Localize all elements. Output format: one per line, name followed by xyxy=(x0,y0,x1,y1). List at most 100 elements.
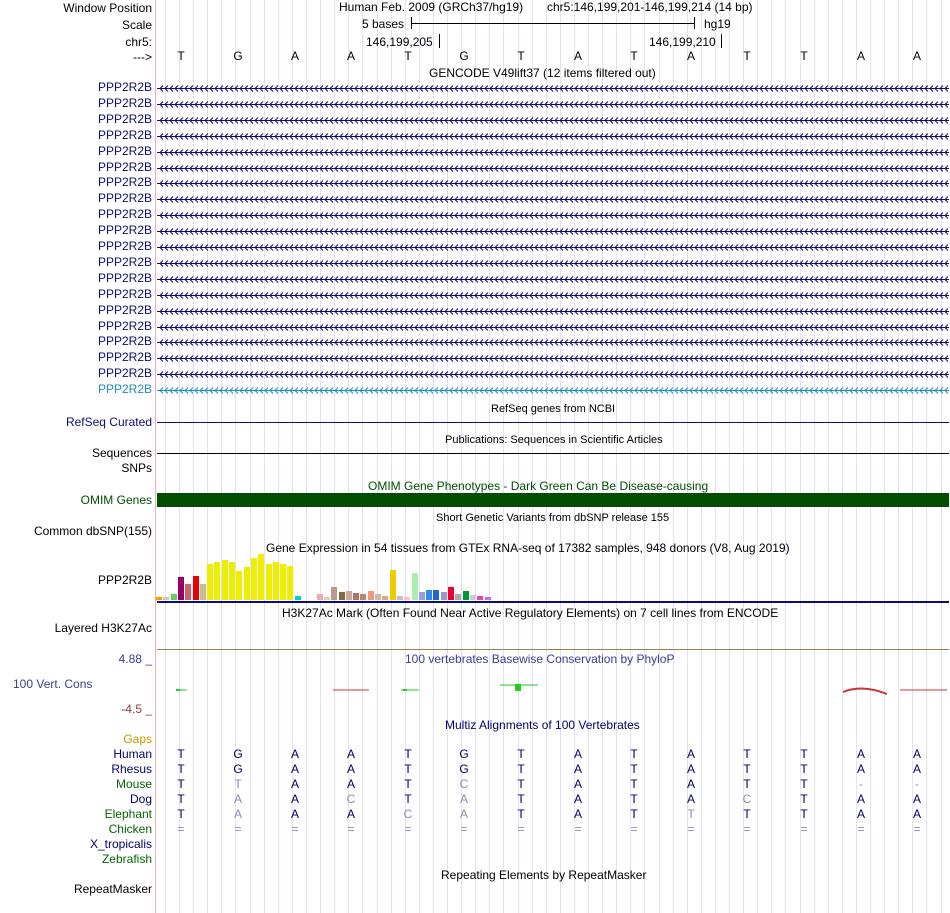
gtex-bar[interactable] xyxy=(396,596,403,600)
gene-line[interactable] xyxy=(157,132,949,141)
gene-line[interactable] xyxy=(157,354,949,363)
gene-line[interactable] xyxy=(157,291,949,300)
rmsk-label[interactable]: RepeatMasker xyxy=(73,882,152,896)
gtex-bar[interactable] xyxy=(411,573,418,600)
gtex-bar[interactable] xyxy=(338,592,345,600)
gtex-bar[interactable] xyxy=(462,591,469,600)
gtex-bar[interactable] xyxy=(250,558,257,600)
gtex-bar[interactable] xyxy=(448,587,454,600)
species-label[interactable]: Mouse xyxy=(115,777,152,791)
gene-label[interactable]: PPP2R2B xyxy=(97,207,152,221)
gtex-bar[interactable] xyxy=(375,594,381,600)
gtex-bar[interactable] xyxy=(382,596,389,600)
gtex-bar[interactable] xyxy=(345,591,352,600)
species-label[interactable]: Elephant xyxy=(104,807,152,821)
gene-line[interactable] xyxy=(157,259,949,268)
gtex-bar[interactable] xyxy=(331,587,338,600)
gtex-bar[interactable] xyxy=(484,597,491,600)
gtex-bar[interactable] xyxy=(170,594,177,600)
gene-line[interactable] xyxy=(157,148,949,157)
gaps-label[interactable]: Gaps xyxy=(123,732,152,746)
gene-label[interactable]: PPP2R2B xyxy=(97,96,152,110)
gtex-bar[interactable] xyxy=(418,592,425,600)
gtex-bar[interactable] xyxy=(221,560,228,600)
gtex-bar[interactable] xyxy=(177,577,184,600)
gtex-label[interactable]: PPP2R2B xyxy=(97,573,152,587)
gene-label[interactable]: PPP2R2B xyxy=(97,319,152,333)
gtex-bar[interactable] xyxy=(404,597,411,600)
gtex-bar[interactable] xyxy=(353,593,360,600)
gtex-bar[interactable] xyxy=(199,584,206,600)
dbsnp-label[interactable]: Common dbSNP(155) xyxy=(33,524,152,538)
gtex-bar[interactable] xyxy=(367,591,374,600)
refseq-line[interactable] xyxy=(157,422,949,423)
gtex-bar[interactable] xyxy=(316,594,323,600)
gene-label[interactable]: PPP2R2B xyxy=(97,287,152,301)
gtex-bar[interactable] xyxy=(207,564,214,600)
snps-label[interactable]: SNPs xyxy=(121,461,152,475)
gtex-bar[interactable] xyxy=(163,597,170,600)
gtex-bar[interactable] xyxy=(280,564,287,600)
gtex-bar[interactable] xyxy=(477,596,484,600)
gtex-bar[interactable] xyxy=(156,597,162,600)
gtex-bar[interactable] xyxy=(433,590,440,600)
gtex-bar[interactable] xyxy=(272,562,279,600)
gtex-bar[interactable] xyxy=(389,570,396,600)
gtex-bar[interactable] xyxy=(440,592,447,600)
gene-line[interactable] xyxy=(157,338,949,347)
species-label[interactable]: X_tropicalis xyxy=(89,837,152,851)
position-text[interactable]: chr5:146,199,201-146,199,214 (14 bp) xyxy=(547,0,753,14)
gtex-bar[interactable] xyxy=(258,554,265,600)
gene-line[interactable] xyxy=(157,179,949,188)
gene-line[interactable] xyxy=(157,323,949,332)
gene-label[interactable]: PPP2R2B xyxy=(97,382,152,396)
gene-label[interactable]: PPP2R2B xyxy=(97,144,152,158)
species-label[interactable]: Zebrafish xyxy=(101,852,152,866)
gene-line[interactable] xyxy=(157,275,949,284)
gene-line[interactable] xyxy=(157,164,949,173)
gene-line[interactable] xyxy=(157,243,949,252)
species-label[interactable]: Chicken xyxy=(108,822,152,836)
gtex-bar[interactable] xyxy=(192,576,199,600)
pubs-line[interactable] xyxy=(157,453,949,454)
gene-line[interactable] xyxy=(157,227,949,236)
species-label[interactable]: Dog xyxy=(129,792,152,806)
gtex-bar[interactable] xyxy=(236,571,243,600)
h3k27ac-label[interactable]: Layered H3K27Ac xyxy=(54,621,152,635)
gene-label[interactable]: PPP2R2B xyxy=(97,334,152,348)
gene-line[interactable] xyxy=(157,100,949,109)
gene-line[interactable] xyxy=(157,84,949,93)
gene-label[interactable]: PPP2R2B xyxy=(97,112,152,126)
gene-label[interactable]: PPP2R2B xyxy=(97,223,152,237)
gene-label[interactable]: PPP2R2B xyxy=(97,80,152,94)
gtex-bar[interactable] xyxy=(265,564,272,600)
gene-line[interactable] xyxy=(157,307,949,316)
species-label[interactable]: Rhesus xyxy=(111,762,152,776)
gtex-bar[interactable] xyxy=(214,562,221,600)
gene-label[interactable]: PPP2R2B xyxy=(97,303,152,317)
gene-line[interactable] xyxy=(157,370,949,379)
gtex-bar[interactable] xyxy=(360,594,367,600)
gene-label[interactable]: PPP2R2B xyxy=(97,271,152,285)
gtex-bar[interactable] xyxy=(229,562,235,600)
gene-line[interactable] xyxy=(157,116,949,125)
gtex-bar[interactable] xyxy=(185,584,192,600)
gene-label[interactable]: PPP2R2B xyxy=(97,239,152,253)
gtex-bar[interactable] xyxy=(426,590,433,600)
species-label[interactable]: Human xyxy=(113,747,152,761)
gtex-bar[interactable] xyxy=(455,594,462,600)
gene-label[interactable]: PPP2R2B xyxy=(97,175,152,189)
omim-bar[interactable] xyxy=(157,493,949,507)
gene-label[interactable]: PPP2R2B xyxy=(97,128,152,142)
gene-line[interactable] xyxy=(157,211,949,220)
gene-label[interactable]: PPP2R2B xyxy=(97,160,152,174)
sequences-label[interactable]: Sequences xyxy=(91,446,152,460)
omim-label[interactable]: OMIM Genes xyxy=(80,493,152,507)
gene-label[interactable]: PPP2R2B xyxy=(97,350,152,364)
refseq-label[interactable]: RefSeq Curated xyxy=(65,415,152,429)
gene-line[interactable] xyxy=(157,195,949,204)
gene-label[interactable]: PPP2R2B xyxy=(97,255,152,269)
gene-label[interactable]: PPP2R2B xyxy=(97,366,152,380)
gtex-bar[interactable] xyxy=(287,566,294,600)
